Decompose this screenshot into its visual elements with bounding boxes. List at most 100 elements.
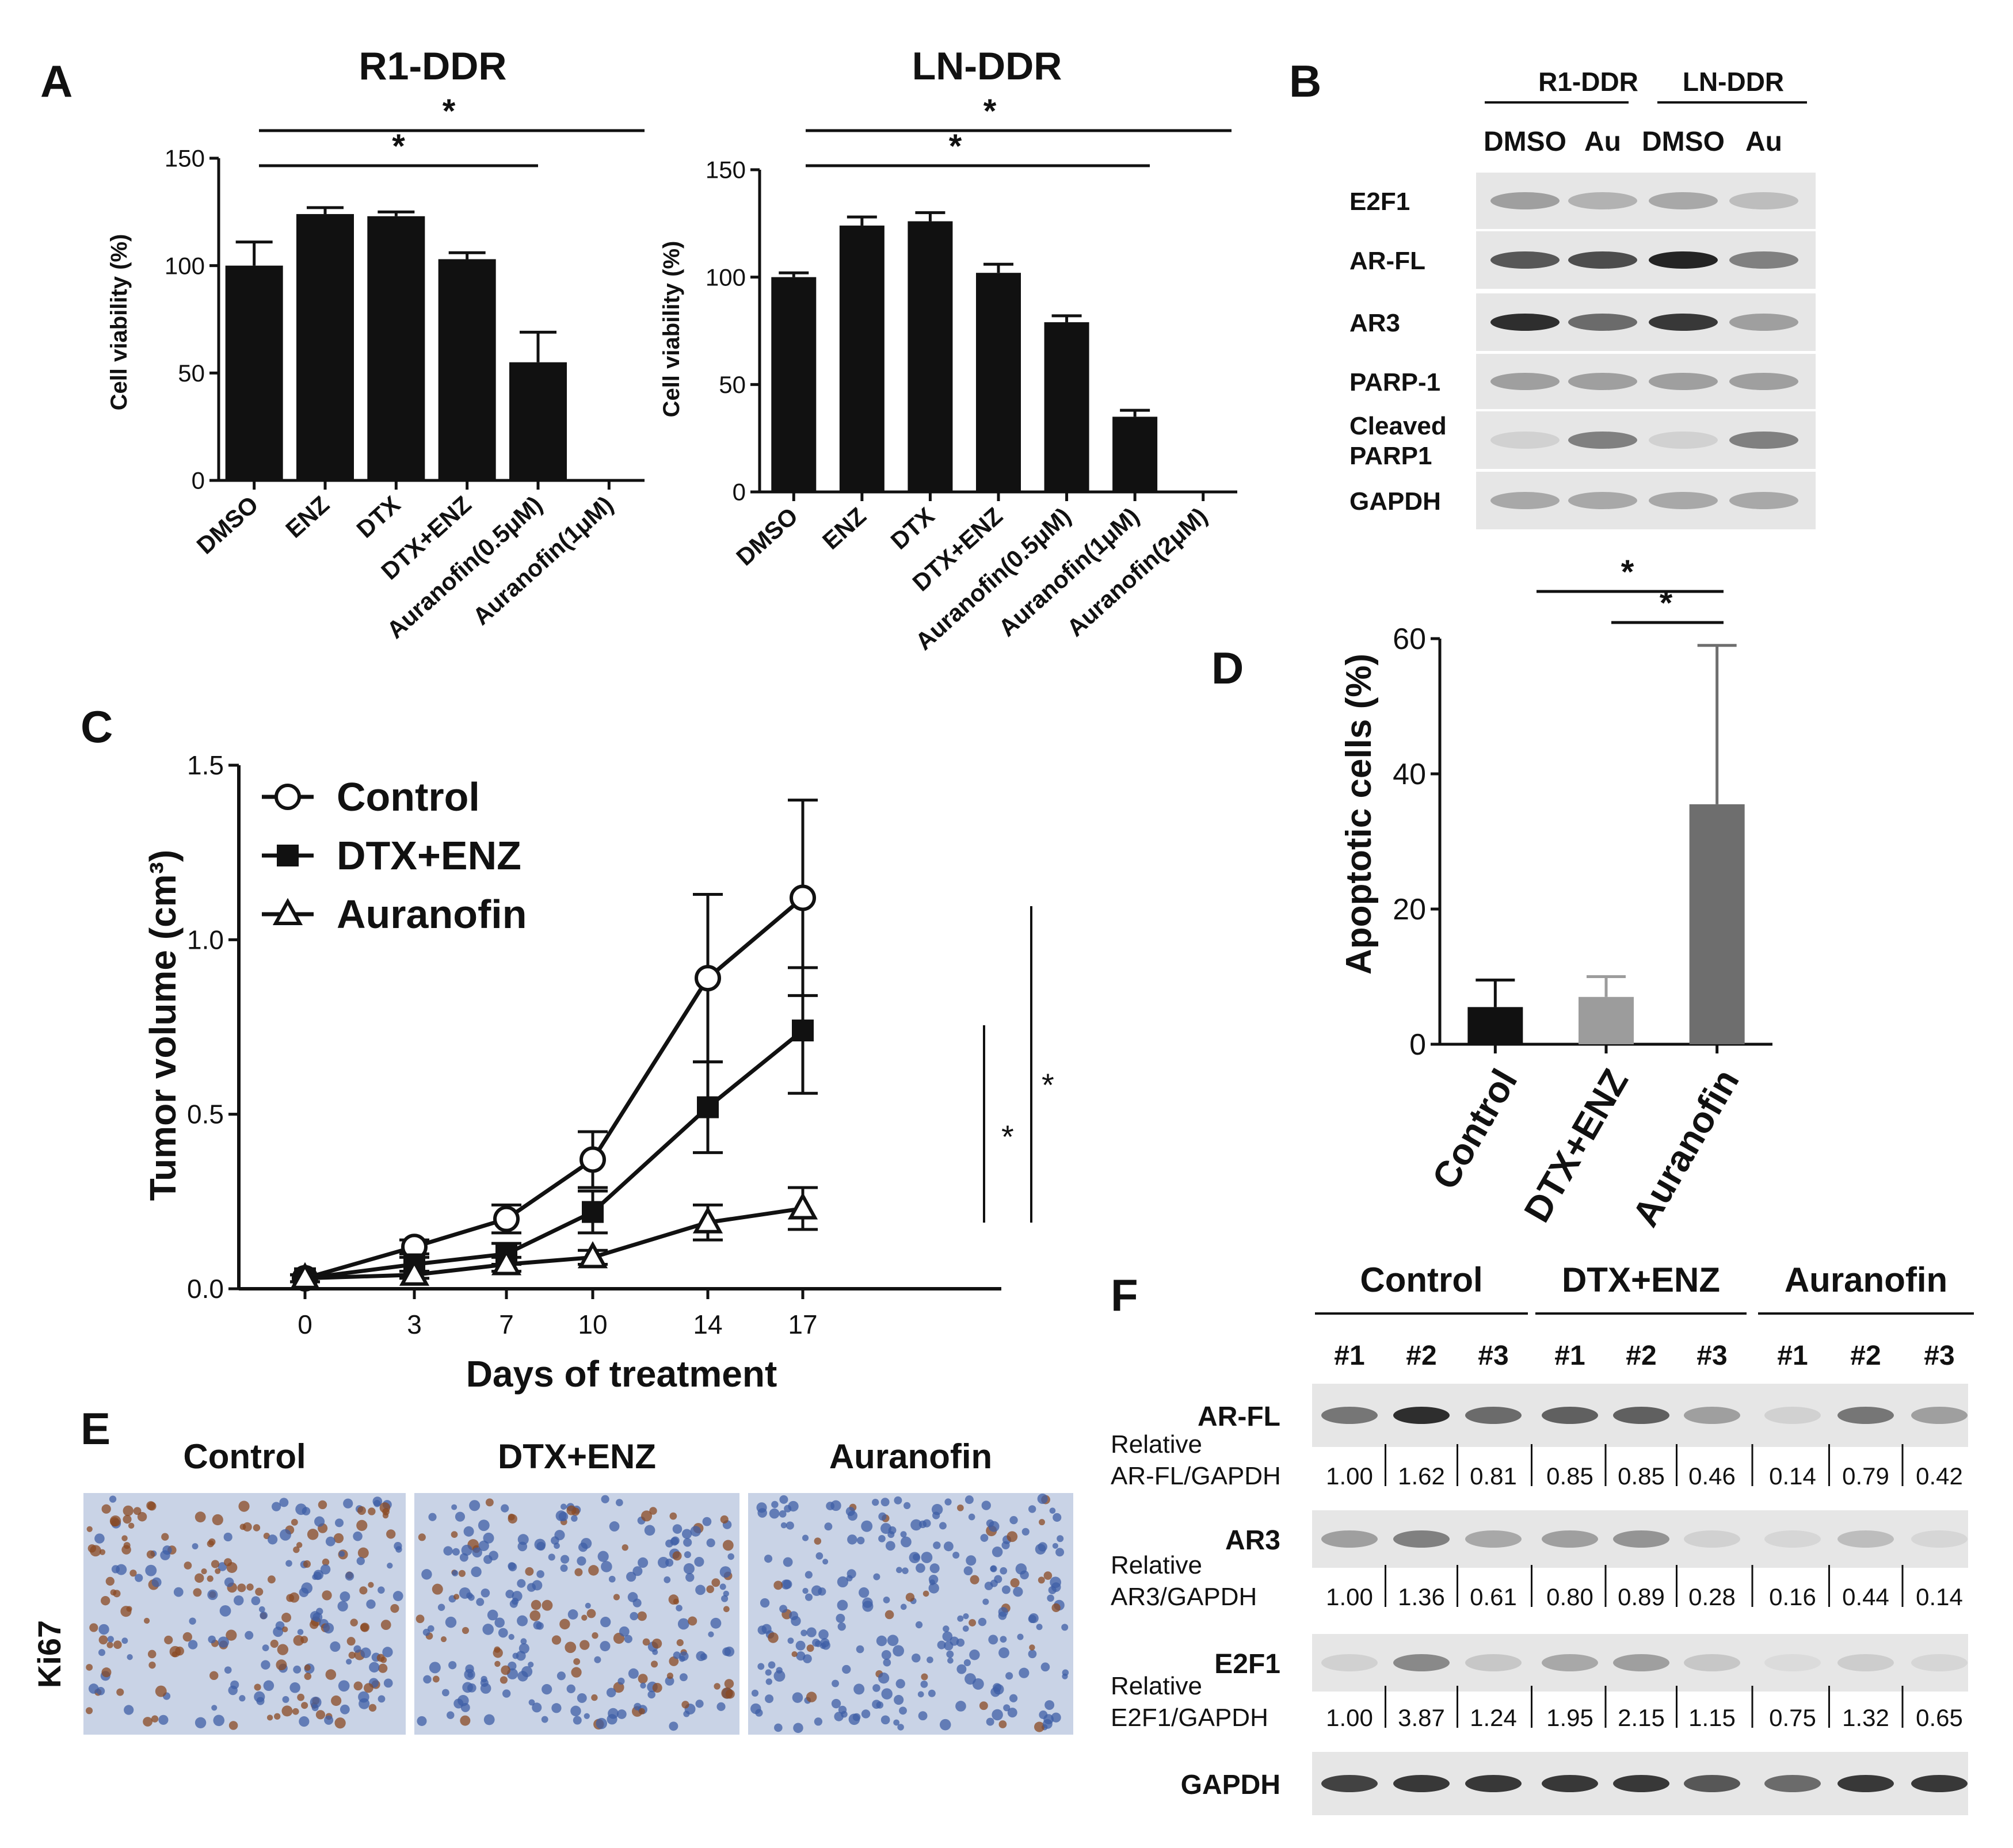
- ihc-nucleus: [455, 1511, 466, 1522]
- ihc-nucleus: [207, 1575, 214, 1582]
- ihc-nucleus: [883, 1658, 891, 1667]
- ihc-nucleus: [617, 1677, 625, 1685]
- ihc-nucleus: [1052, 1542, 1058, 1549]
- ihc-nucleus: [702, 1517, 712, 1526]
- blot-band: [1393, 1654, 1450, 1671]
- ihc-nucleus: [261, 1660, 270, 1670]
- ihc-nucleus: [482, 1624, 494, 1635]
- ihc-nucleus: [1040, 1662, 1050, 1672]
- ihc-nucleus: [394, 1542, 402, 1551]
- ihc-nucleus: [673, 1651, 681, 1659]
- ihc-nucleus: [1048, 1586, 1057, 1594]
- ihc-nucleus: [239, 1695, 246, 1702]
- ihc-nucleus: [921, 1552, 933, 1563]
- quant-value: 0.42: [1916, 1463, 1963, 1490]
- blot-band: [1764, 1530, 1821, 1548]
- ihc-nucleus: [359, 1586, 368, 1595]
- ihc-nucleus: [946, 1650, 954, 1658]
- ihc-nucleus: [453, 1594, 460, 1600]
- x-category-label: DTX: [886, 502, 940, 555]
- bar: [1044, 322, 1089, 492]
- ihc-nucleus: [137, 1511, 147, 1522]
- ihc-nucleus: [883, 1596, 890, 1603]
- ihc-nucleus: [793, 1723, 803, 1734]
- quant-value: 0.65: [1916, 1704, 1963, 1731]
- data-point: [289, 1262, 321, 1289]
- blot-band: [1490, 492, 1560, 509]
- replicate-label: #1: [1554, 1341, 1585, 1371]
- ihc-nucleus: [368, 1582, 374, 1588]
- ihc-nucleus: [805, 1593, 813, 1601]
- ihc-nucleus: [939, 1719, 951, 1731]
- ihc-nucleus: [541, 1716, 548, 1723]
- ihc-nucleus: [642, 1638, 650, 1646]
- ihc-nucleus: [814, 1537, 822, 1545]
- ihc-nucleus: [757, 1663, 765, 1670]
- ihc-nucleus: [719, 1583, 726, 1590]
- ihc-nucleus: [520, 1638, 527, 1645]
- ihc-nucleus: [551, 1703, 562, 1713]
- ihc-nucleus: [467, 1683, 476, 1693]
- x-category-label: DTX: [351, 491, 405, 543]
- ihc-nucleus: [207, 1589, 218, 1601]
- ihc-nucleus: [969, 1619, 977, 1626]
- ihc-nucleus: [528, 1699, 535, 1706]
- replicate-label: #1: [1777, 1341, 1808, 1371]
- ihc-nucleus: [571, 1667, 582, 1678]
- x-category-label: DTX+ENZ: [1516, 1062, 1636, 1229]
- ihc-nucleus: [192, 1543, 199, 1549]
- y-axis-label: Apoptotic cells (%): [1339, 654, 1379, 975]
- ihc-nucleus: [376, 1654, 385, 1662]
- protein-label: PARP-1: [1349, 368, 1440, 396]
- ihc-nucleus: [432, 1583, 443, 1595]
- ihc-nucleus: [223, 1532, 232, 1542]
- ihc-nucleus: [760, 1598, 770, 1608]
- ihc-nucleus: [764, 1555, 773, 1563]
- ihc-nucleus: [966, 1555, 977, 1566]
- x-tick-label: 17: [788, 1309, 817, 1339]
- ihc-nucleus: [310, 1611, 320, 1621]
- bar: [839, 226, 884, 492]
- ihc-nucleus: [1053, 1513, 1062, 1522]
- ihc-nucleus: [494, 1660, 501, 1667]
- x-tick-label: 0: [298, 1309, 312, 1339]
- ihc-nucleus: [121, 1545, 131, 1555]
- ihc-nucleus: [681, 1529, 692, 1539]
- ihc-nucleus: [345, 1571, 354, 1581]
- blot-strip: [1476, 173, 1816, 229]
- ihc-nucleus: [1005, 1672, 1013, 1680]
- blot-band: [1764, 1775, 1821, 1792]
- ihc-nucleus: [215, 1568, 221, 1574]
- ihc-nucleus: [922, 1590, 929, 1597]
- chart-title: LN-DDR: [912, 44, 1062, 88]
- ihc-nucleus: [373, 1500, 381, 1507]
- ihc-nucleus: [85, 1707, 93, 1715]
- ihc-nucleus: [111, 1565, 120, 1574]
- ihc-nucleus: [630, 1612, 639, 1621]
- ihc-nucleus: [135, 1574, 143, 1582]
- ihc-nucleus: [164, 1635, 173, 1644]
- ihc-nucleus: [101, 1667, 112, 1678]
- ihc-nucleus: [573, 1716, 582, 1725]
- protein-label: AR3: [1349, 309, 1400, 337]
- ki67-ihc-panel: Ki67 Control DTX+ENZ Auranofin: [31, 1437, 1073, 1735]
- ihc-nucleus: [992, 1709, 1003, 1721]
- ihc-nucleus: [776, 1667, 783, 1674]
- ihc-nucleus: [988, 1635, 998, 1645]
- ihc-nucleus: [151, 1715, 159, 1723]
- ihc-nucleus: [445, 1616, 457, 1628]
- ihc-nucleus: [771, 1500, 779, 1509]
- ihc-nucleus: [838, 1705, 847, 1715]
- ihc-nucleus: [714, 1683, 720, 1690]
- significance-star: *: [949, 128, 962, 165]
- ihc-nucleus: [90, 1545, 101, 1557]
- ihc-nucleus: [609, 1521, 620, 1532]
- ihc-nucleus: [806, 1644, 814, 1652]
- ihc-nucleus: [856, 1536, 865, 1545]
- ihc-nucleus: [819, 1643, 826, 1650]
- ihc-nucleus: [525, 1567, 534, 1576]
- ihc-nucleus: [501, 1504, 509, 1513]
- ihc-nucleus: [228, 1685, 238, 1696]
- ihc-nucleus: [812, 1639, 821, 1647]
- group-label: Control: [1360, 1261, 1482, 1299]
